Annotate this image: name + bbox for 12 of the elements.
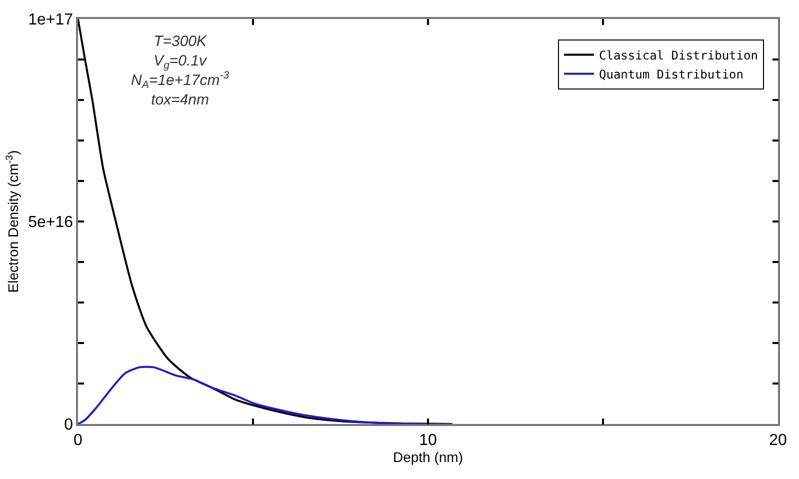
annotation: V$_{g}$=0.1v: [154, 52, 208, 72]
annotation: N$_{A}$=1e+17cm$^{-3}$: [131, 70, 230, 92]
annotation: T=300K: [154, 33, 208, 50]
y-tick-label: 5e+16: [28, 214, 74, 232]
annotation: tox=4nm: [151, 92, 210, 108]
y-tick-label: 1e+17: [28, 12, 74, 29]
legend-label: Classical Distribution: [599, 48, 758, 62]
x-tick-label: 20: [769, 432, 787, 449]
legend-label: Quantum Distribution: [599, 67, 744, 82]
y-tick-label: 0: [64, 416, 74, 434]
x-axis-title: Depth (nm): [392, 448, 464, 465]
x-tick-label: 10: [419, 432, 437, 449]
